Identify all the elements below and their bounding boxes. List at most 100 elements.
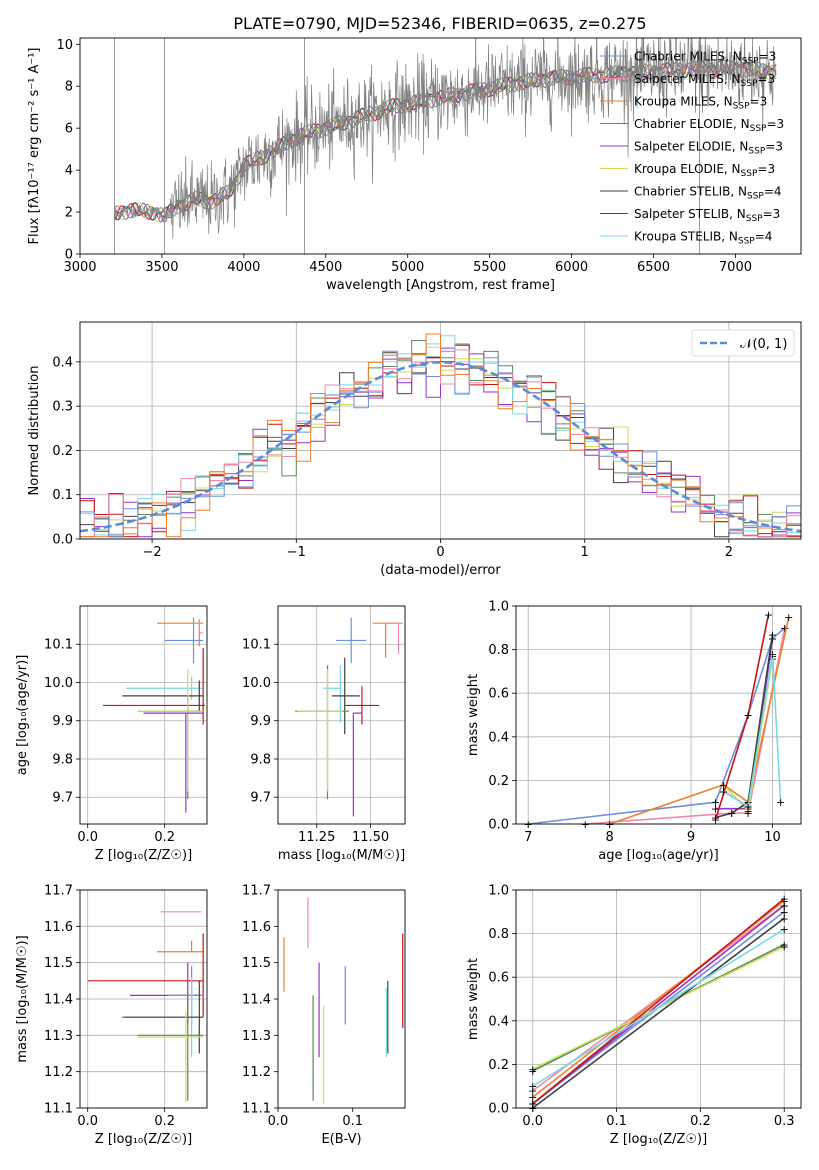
axes-frame <box>79 605 208 825</box>
y-tick-label: 0.4 <box>52 355 73 370</box>
panel-mass_vs_EBV: 0.0 0.1 11.1 11.2 11.3 11.4 11.5 11.6 11.7 E(B-V) <box>242 884 406 1147</box>
y-tick-label: 11.4 <box>242 993 271 1008</box>
y-tick-label: 11.3 <box>242 1029 271 1044</box>
y-tick-label: 10.1 <box>242 638 271 653</box>
data-spectrum-line <box>114 38 777 239</box>
y-tick-label: 11.4 <box>44 993 73 1008</box>
series-line <box>723 655 774 808</box>
series-marker: + <box>719 779 728 792</box>
y-tick-label: 10 <box>56 38 73 53</box>
errorbar-point <box>137 991 204 1101</box>
plot-area <box>295 617 403 817</box>
y-tick-label: 9.7 <box>52 791 73 806</box>
legend-subscript: SSP <box>747 192 764 202</box>
series-marker: + <box>528 1065 537 1078</box>
y-tick-label: 0.0 <box>52 533 73 548</box>
legend-subscript: SSP <box>733 102 750 112</box>
legend-label: Chabrier MILES, NSSP=3 <box>634 50 776 67</box>
axes-frame <box>515 889 802 1109</box>
legend-label: Salpeter ELODIE, NSSP=3 <box>634 140 783 157</box>
x-tick-label: 8 <box>606 830 614 845</box>
errorbar-point <box>137 1011 204 1103</box>
series-line <box>532 904 785 1105</box>
legend-value: =4 <box>755 230 773 244</box>
legend-value: =3 <box>763 207 781 221</box>
x-tick-label: 5000 <box>391 260 424 275</box>
series-line <box>532 898 785 1105</box>
panel-massweight_vs_Z: 0.0 0.1 0.2 0.30.00.20.40.60.81.0++++++++++… <box>466 884 802 1147</box>
y-tick-label: 0.8 <box>488 927 509 942</box>
x-axis-label: age [log₁₀(age/yr)] <box>598 848 719 863</box>
errorbar-point <box>198 621 204 634</box>
legend-value: =3 <box>759 50 777 64</box>
y-tick-label: 11.1 <box>44 1102 73 1117</box>
x-tick-label: 7 <box>524 830 532 845</box>
series-marker: + <box>780 941 789 954</box>
errorbar-point <box>87 933 204 1018</box>
x-tick-label: 3000 <box>63 260 96 275</box>
errorbar-point <box>394 622 403 654</box>
series-marker: + <box>528 1063 537 1076</box>
series-marker: + <box>743 805 752 818</box>
y-tick-label: 0 <box>65 248 73 263</box>
series-marker: + <box>711 814 720 827</box>
y-tick-label: 0.4 <box>488 1014 509 1029</box>
legend-subscript: SSP <box>746 214 763 224</box>
series-line <box>532 928 785 1087</box>
y-axis-label: mass [log₁₀(M/M☉)] <box>15 935 30 1062</box>
errorbar-point <box>344 686 380 725</box>
series-marker: + <box>528 1091 537 1104</box>
series-marker: + <box>780 622 789 635</box>
series-marker: + <box>605 818 614 831</box>
errorbar-point <box>122 680 204 712</box>
errorbar-point <box>137 669 204 792</box>
panel-residuals: −2 −1 0 1 2 0.0 0.1 0.2 0.3 0.4 (data-model)/error… <box>27 321 802 578</box>
y-tick-label: 6 <box>65 122 73 137</box>
y-tick-label: 11.6 <box>242 920 271 935</box>
y-tick-label: 10.0 <box>44 676 73 691</box>
errorbar-point <box>156 619 204 647</box>
y-tick-label: 9.9 <box>52 714 73 729</box>
y-axis-label: mass weight <box>466 958 481 1040</box>
y-tick-label: 9.7 <box>250 791 271 806</box>
x-axis-label: Z [log₁₀(Z/Z☉)] <box>95 1132 192 1147</box>
series-line <box>609 616 790 825</box>
series-marker: + <box>743 807 752 820</box>
normal-curve <box>80 360 801 533</box>
y-tick-label: 11.2 <box>242 1065 271 1080</box>
chart-panels: 3000 3500 4000 4500 5000 5500 6000 6500 7000 0 2 4 6… <box>15 37 802 1147</box>
series-marker: + <box>780 939 789 952</box>
series-marker: + <box>528 1080 537 1093</box>
series-marker: + <box>528 1098 537 1111</box>
axes-frame <box>79 321 802 540</box>
series-marker: + <box>780 895 789 908</box>
errorbar-point <box>122 980 204 1054</box>
series-marker: + <box>780 912 789 925</box>
y-tick-label: 11.3 <box>44 1029 73 1044</box>
residual-histogram <box>80 340 801 538</box>
legend-subscript: SSP <box>750 124 767 134</box>
y-axis-label: mass weight <box>466 674 481 756</box>
x-tick-label: 10 <box>764 830 781 845</box>
y-tick-label: 11.5 <box>44 956 73 971</box>
y-tick-label: 11.7 <box>242 884 271 899</box>
panel-mass_vs_Z: 0.0 0.2 11.1 11.2 11.3 11.4 11.5 11.6 11.7 Z [log… <box>15 884 208 1147</box>
legend-value: =4 <box>764 185 782 199</box>
x-axis-label: (data-model)/error <box>380 563 501 578</box>
series-line <box>585 627 786 825</box>
legend-label: Salpeter MILES, NSSP=3 <box>634 72 775 89</box>
x-tick-label: 9 <box>687 830 695 845</box>
errorbar-point <box>164 617 204 664</box>
y-tick-label: 1.0 <box>488 600 509 615</box>
y-tick-label: 0.4 <box>488 730 509 745</box>
series-marker: + <box>776 796 785 809</box>
series-marker: + <box>780 923 789 936</box>
series-marker: + <box>768 628 777 641</box>
y-tick-label: 0.0 <box>488 818 509 833</box>
plot-area <box>113 38 777 254</box>
plot-area: ++++++++++++++++++ <box>528 893 789 1115</box>
y-tick-label: 1.0 <box>488 884 509 899</box>
x-tick-label: −1 <box>287 545 306 560</box>
panel-massweight_vs_age: 7 8 9 100.00.20.40.60.81.0+++++++ ++++++++++… <box>466 600 802 863</box>
y-tick-label: 11.1 <box>242 1102 271 1117</box>
